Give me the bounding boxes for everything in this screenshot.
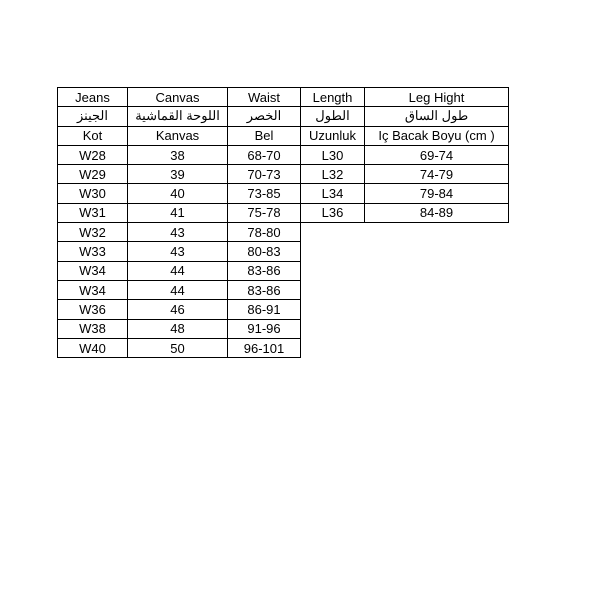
header-leg-hight-tr: Iç Bacak Boyu (cm ) (364, 125, 509, 146)
waist-range-cell: 73-85 (227, 183, 301, 204)
leg-range-cell: 79-84 (364, 183, 509, 204)
header-jeans-en: Jeans (57, 86, 128, 108)
canvas-size-cell: 50 (127, 337, 228, 359)
table-row: W29 39 70-73 L32 74-79 (57, 164, 509, 185)
header-jeans-ar: الجينز (57, 106, 128, 127)
canvas-size-cell: 43 (127, 241, 228, 262)
jeans-size-cell: W33 (57, 241, 128, 262)
waist-range-cell: 96-101 (227, 337, 301, 359)
table-row: W33 43 80-83 (57, 241, 509, 262)
canvas-size-cell: 46 (127, 299, 228, 320)
header-length-tr: Uzunluk (300, 125, 365, 146)
jeans-size-cell: W40 (57, 337, 128, 359)
size-chart-table: Jeans Canvas Waist Length Leg Hight الجي… (57, 86, 509, 359)
header-canvas-en: Canvas (127, 86, 228, 108)
table-row: W28 38 68-70 L30 69-74 (57, 144, 509, 166)
canvas-size-cell: 44 (127, 260, 228, 281)
header-waist-en: Waist (227, 86, 301, 108)
table-row: W40 50 96-101 (57, 337, 509, 359)
table-row: W32 43 78-80 (57, 222, 509, 243)
canvas-size-cell: 43 (127, 222, 228, 243)
waist-range-cell: 80-83 (227, 241, 301, 262)
table-row: W34 44 83-86 (57, 260, 509, 281)
length-size-cell: L36 (300, 202, 365, 224)
leg-range-cell: 74-79 (364, 164, 509, 185)
waist-range-cell: 70-73 (227, 164, 301, 185)
header-row-turkish: Kot Kanvas Bel Uzunluk Iç Bacak Boyu (cm… (57, 125, 509, 146)
header-row-arabic: الجينز اللوحة القماشية الخصر الطول طول ا… (57, 106, 509, 127)
waist-range-cell: 91-96 (227, 318, 301, 339)
leg-range-cell: 69-74 (364, 144, 509, 166)
waist-range-cell: 86-91 (227, 299, 301, 320)
jeans-size-cell: W38 (57, 318, 128, 339)
waist-range-cell: 75-78 (227, 202, 301, 224)
header-canvas-ar: اللوحة القماشية (127, 106, 228, 127)
table-row: W38 48 91-96 (57, 318, 509, 339)
table-row: W30 40 73-85 L34 79-84 (57, 183, 509, 204)
leg-range-cell: 84-89 (364, 202, 509, 224)
header-canvas-tr: Kanvas (127, 125, 228, 146)
canvas-size-cell: 39 (127, 164, 228, 185)
canvas-size-cell: 41 (127, 202, 228, 224)
jeans-size-cell: W31 (57, 202, 128, 224)
header-waist-tr: Bel (227, 125, 301, 146)
header-leg-hight-en: Leg Hight (364, 86, 509, 108)
table-row: W31 41 75-78 L36 84-89 (57, 202, 509, 224)
table-row: W36 46 86-91 (57, 299, 509, 320)
header-jeans-tr: Kot (57, 125, 128, 146)
length-size-cell: L30 (300, 144, 365, 166)
jeans-size-cell: W28 (57, 144, 128, 166)
canvas-size-cell: 48 (127, 318, 228, 339)
header-row-english: Jeans Canvas Waist Length Leg Hight (57, 86, 509, 108)
jeans-size-cell: W32 (57, 222, 128, 243)
jeans-size-cell: W34 (57, 260, 128, 281)
length-size-cell: L32 (300, 164, 365, 185)
jeans-size-cell: W30 (57, 183, 128, 204)
canvas-size-cell: 44 (127, 279, 228, 301)
length-size-cell: L34 (300, 183, 365, 204)
jeans-size-cell: W34 (57, 279, 128, 301)
waist-range-cell: 83-86 (227, 260, 301, 281)
header-leg-hight-ar: طول الساق (364, 106, 509, 127)
waist-range-cell: 78-80 (227, 222, 301, 243)
canvas-size-cell: 40 (127, 183, 228, 204)
header-length-ar: الطول (300, 106, 365, 127)
header-waist-ar: الخصر (227, 106, 301, 127)
header-length-en: Length (300, 86, 365, 108)
jeans-size-cell: W29 (57, 164, 128, 185)
table-row: W34 44 83-86 (57, 279, 509, 301)
waist-range-cell: 83-86 (227, 279, 301, 301)
canvas-size-cell: 38 (127, 144, 228, 166)
jeans-size-cell: W36 (57, 299, 128, 320)
waist-range-cell: 68-70 (227, 144, 301, 166)
